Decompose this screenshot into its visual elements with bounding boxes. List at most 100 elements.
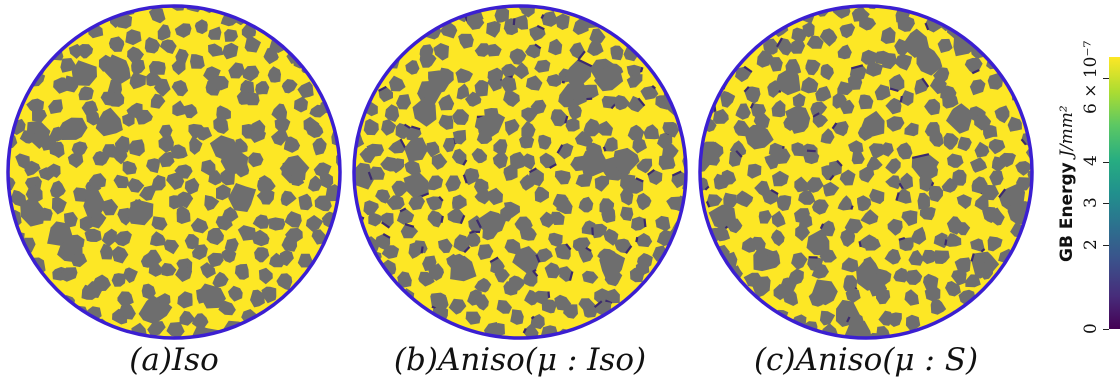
low-energy-boundary [382,233,391,239]
grain [451,148,467,166]
grain [354,261,361,278]
grain [73,187,90,202]
low-energy-boundary [547,291,551,299]
grain [788,268,804,286]
grain [604,270,623,287]
grain [320,335,335,338]
grain [368,211,384,227]
grain [428,263,444,281]
grain [578,196,594,213]
grain [89,173,107,190]
low-energy-boundary [410,125,421,131]
grain [946,103,974,134]
grain [1009,60,1025,79]
grain [587,41,604,56]
colorbar-tick-label: 3 [1081,197,1101,208]
grain [308,7,324,23]
grain [384,6,399,25]
grain [758,210,772,224]
grain [771,100,786,118]
grain [656,305,673,323]
low-energy-boundary [895,192,900,201]
grain [255,81,270,95]
grain [678,293,686,307]
grain [822,181,840,197]
low-energy-boundary [635,236,639,243]
low-energy-boundary [530,315,535,320]
grain [635,261,650,276]
grain [766,250,781,268]
low-energy-boundary [993,47,999,53]
grain [101,198,119,216]
grain [192,244,208,260]
grain [151,174,166,191]
grain [8,216,9,247]
grain [112,148,128,165]
grain [271,103,288,121]
grain [493,323,505,337]
low-energy-boundary [535,254,541,263]
grain [851,151,865,165]
grain [952,169,967,186]
grain [474,187,491,205]
grain [251,229,270,247]
grain [148,259,161,277]
colorbar-tick [1103,245,1109,247]
grain [795,225,810,242]
grain [482,226,498,241]
grain [108,92,125,107]
grain [237,225,257,241]
grain [640,85,659,100]
grain [874,84,891,101]
low-energy-boundary [743,65,753,73]
colorbar-tick [1103,329,1109,330]
grain [812,199,829,215]
grain [898,237,914,251]
grain [159,124,173,138]
grain [179,310,196,326]
domain-boundary [698,4,1034,340]
grain [477,244,494,260]
grain [919,207,936,221]
grain [131,58,146,77]
grain [441,2,456,3]
grain [112,246,129,264]
grain [286,292,305,309]
grain [718,2,735,3]
low-energy-boundary [700,293,704,302]
grain [747,163,762,179]
grain [802,150,820,165]
grain [812,113,828,128]
grain [308,38,325,54]
grain [715,225,731,242]
grain [389,158,404,174]
low-energy-boundary [444,2,451,3]
grain [601,206,616,223]
grain [404,10,422,28]
grain [354,60,371,75]
grain [308,175,322,192]
grain [678,254,686,270]
grain [13,254,31,273]
grain [408,241,423,259]
grain [466,13,485,30]
grain [212,271,229,288]
grain [197,283,226,309]
grain [563,303,578,319]
grain [122,112,135,127]
grain [15,66,31,82]
grain [709,6,723,13]
grain [840,229,856,247]
colorbar: GB Energy J/mm² 0 2 3 4 6 × 10⁻⁷ [1055,0,1120,385]
grain [687,211,690,237]
grain [8,259,17,277]
grain [1022,324,1032,338]
grain [554,170,571,185]
grain [669,320,686,336]
grain [513,14,529,30]
low-energy-boundary [469,230,475,234]
low-energy-boundary [806,149,816,153]
grain [8,294,18,310]
grain [529,25,546,42]
low-energy-boundary [749,102,755,109]
